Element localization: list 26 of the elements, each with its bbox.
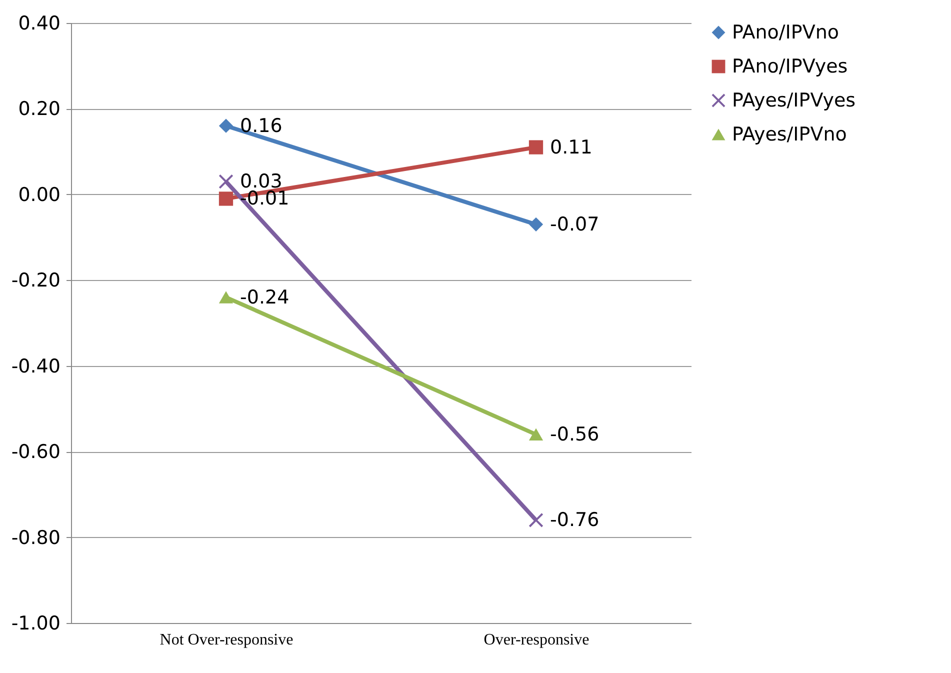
legend-label: PAyes/IPVno [732, 124, 847, 146]
point [528, 513, 544, 528]
x-tick-label: Over-responsive [484, 632, 590, 648]
legend-label: PAno/IPVyes [732, 56, 848, 78]
point [218, 192, 234, 206]
y-tick-label: -1.00 [11, 612, 60, 634]
legend-label: PAyes/IPVyes [732, 90, 856, 112]
point [528, 217, 544, 232]
data-label: -0.24 [240, 286, 290, 308]
data-label: -0.76 [550, 509, 600, 532]
y-tick-label: -0.60 [11, 441, 60, 464]
point [218, 118, 234, 133]
y-tick-label: -0.40 [11, 355, 60, 378]
y-tick-label: 0.00 [18, 184, 60, 206]
y-tick-label: 0.40 [18, 12, 60, 34]
point [218, 174, 234, 189]
data-label: -0.56 [550, 423, 600, 446]
point [528, 140, 544, 154]
data-label: -0.07 [550, 213, 600, 236]
y-tick-label: -0.80 [11, 526, 60, 549]
data-label: 0.16 [240, 114, 282, 137]
data-label: 0.11 [550, 136, 592, 158]
y-tick-label: 0.20 [18, 98, 60, 120]
y-tick-label: -0.20 [11, 270, 60, 292]
x-tick-label: Not Over-responsive [160, 632, 294, 648]
legend-label: PAno/IPVno [732, 22, 840, 44]
